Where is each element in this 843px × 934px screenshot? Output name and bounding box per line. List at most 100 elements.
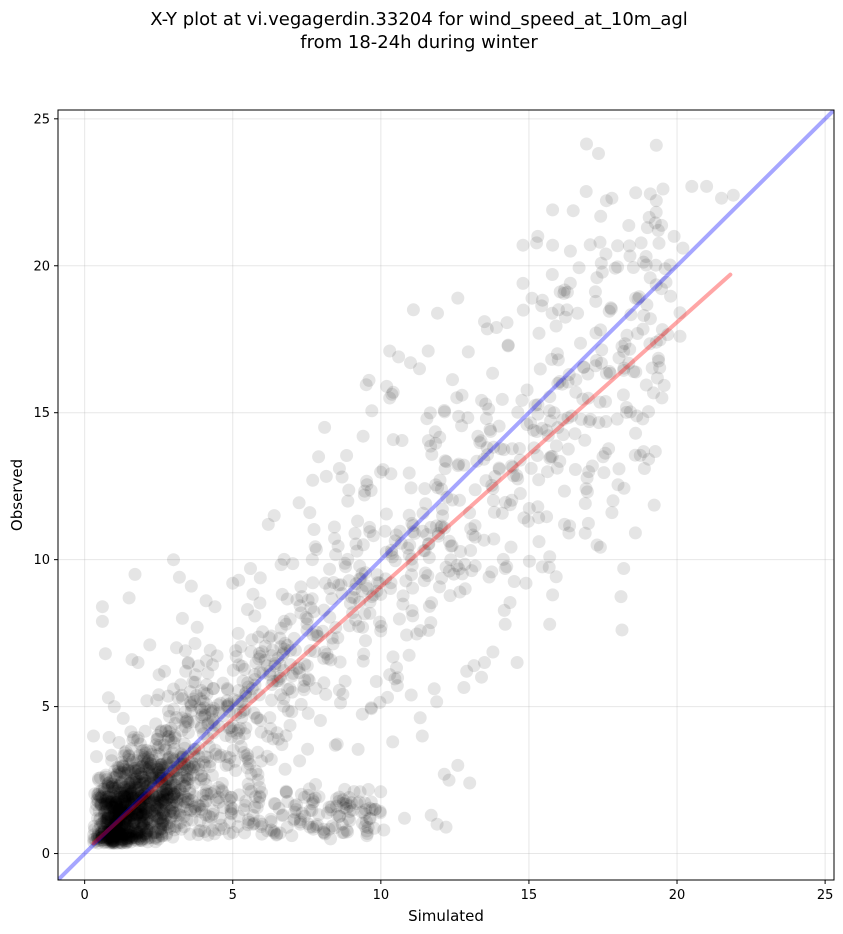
data-point [106,820,120,834]
data-point [103,825,117,839]
data-point [196,798,210,812]
data-point [355,567,369,581]
data-point [401,541,415,555]
data-point [242,782,256,796]
data-point [279,785,293,799]
data-point [133,737,147,751]
data-point [121,834,135,848]
data-point [96,833,110,847]
data-point [306,628,320,642]
data-point [234,739,248,753]
data-point [180,813,194,827]
data-point [133,798,146,812]
data-point [231,694,245,708]
data-point [219,750,233,764]
data-point [532,473,546,487]
data-point [301,817,315,831]
data-point [106,800,120,814]
data-point [139,826,153,840]
data-point [307,605,321,619]
data-point [156,761,170,775]
data-point [627,365,641,379]
data-point [324,653,338,667]
data-point [138,792,152,806]
data-point [210,649,224,663]
data-point [286,557,300,571]
data-point [432,527,445,540]
data-point [386,650,400,664]
data-point [556,428,570,442]
data-point [154,758,168,772]
data-point [124,742,138,756]
data-point [173,792,187,806]
data-point [124,797,138,811]
data-point [104,830,118,844]
data-point [405,552,419,566]
data-point [134,816,148,830]
data-point [144,761,158,775]
data-point [115,819,129,833]
data-point [168,790,182,804]
data-point [455,419,469,433]
data-point [104,748,118,762]
data-point [112,805,126,819]
data-point [167,823,181,837]
data-point [105,835,119,848]
data-point [276,808,290,822]
data-point [167,787,181,801]
data-point [151,822,165,836]
data-point [114,786,128,800]
data-point [648,216,662,230]
data-point [118,828,132,842]
data-point [442,773,456,787]
data-point [140,821,154,835]
data-point [265,649,279,663]
data-point [388,534,402,548]
data-point [87,832,101,846]
data-point [451,291,465,305]
data-point [546,238,560,252]
data-point [342,483,356,497]
data-point [435,571,449,585]
data-point [120,831,134,845]
data-point [350,544,364,558]
data-point [547,406,561,420]
data-point [505,493,519,507]
data-point [317,826,331,840]
data-point [463,506,477,520]
data-point [156,808,170,822]
data-point [501,339,515,353]
data-point [349,613,363,627]
data-point [100,816,114,830]
data-point [131,787,144,801]
data-point [139,830,153,844]
data-point [424,439,438,453]
data-point [318,420,332,434]
data-point [253,650,267,663]
data-point [647,386,660,400]
data-point [505,459,518,473]
data-point [125,791,139,805]
data-point [138,787,152,801]
data-point [134,806,148,820]
data-point [124,808,138,822]
data-point [184,699,198,713]
data-point [156,763,170,777]
data-point [584,412,597,426]
data-point [130,834,144,848]
data-point [203,760,217,773]
data-point [121,783,135,797]
data-point [199,594,213,608]
data-point [325,631,339,645]
data-point [250,711,264,725]
data-point [246,817,260,831]
data-point [639,250,653,263]
data-point [118,793,132,807]
data-point [107,836,121,850]
data-point [113,812,127,826]
data-point [653,361,667,375]
data-point [98,647,112,661]
data-point [244,645,258,659]
data-point [143,806,157,820]
data-point [260,824,274,838]
